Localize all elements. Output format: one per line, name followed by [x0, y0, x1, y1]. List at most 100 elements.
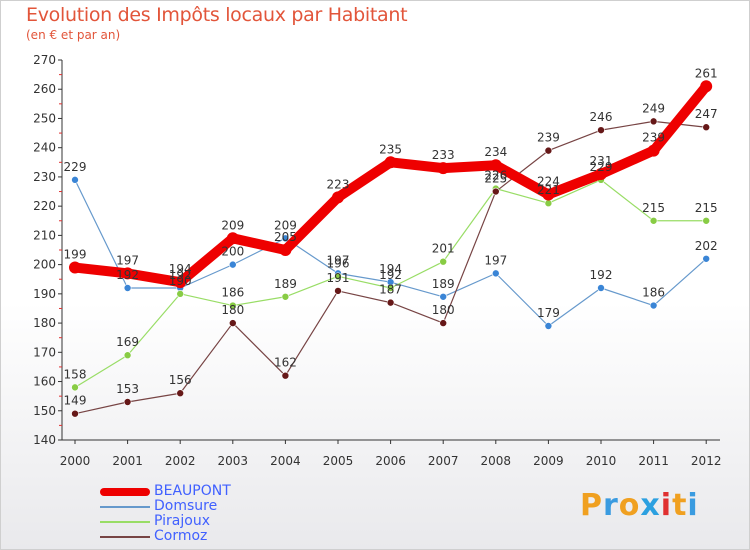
data-label: 202 [695, 239, 718, 253]
data-point [281, 292, 290, 301]
data-label: 247 [695, 107, 718, 121]
data-label: 205 [274, 230, 297, 244]
data-point [386, 298, 395, 307]
y-tick-label: 220 [33, 199, 56, 213]
y-tick-label: 150 [33, 404, 56, 418]
data-point [121, 267, 134, 280]
legend-label: BEAUPONT [154, 483, 231, 499]
data-label: 194 [169, 262, 192, 276]
data-label: 197 [327, 253, 350, 267]
logo-letter: i [687, 488, 699, 523]
data-point [649, 301, 658, 310]
data-point [71, 383, 79, 392]
data-label: 186 [221, 286, 244, 300]
data-label: 169 [116, 335, 139, 349]
data-point [700, 80, 713, 93]
x-tick-label: 2005 [323, 454, 354, 468]
data-label: 156 [169, 373, 192, 387]
data-point [702, 123, 711, 132]
data-point [649, 117, 658, 126]
data-label: 223 [327, 177, 350, 191]
data-point [649, 216, 658, 225]
data-point [176, 290, 184, 298]
legend-swatch-beaupont [100, 488, 150, 496]
y-tick-label: 250 [33, 111, 56, 125]
x-tick-label: 2000 [60, 454, 91, 468]
proxiti-logo: Proxiti [580, 488, 699, 523]
data-label: 224 [537, 174, 560, 188]
data-point [123, 398, 132, 406]
data-label: 158 [64, 367, 87, 381]
data-point [702, 254, 711, 263]
chart-title: Evolution des Impôts locaux par Habitant [26, 4, 408, 26]
data-label: 239 [537, 131, 560, 145]
x-tick-label: 2003 [218, 454, 249, 468]
data-point [384, 156, 397, 169]
data-point [544, 146, 553, 155]
data-label: 186 [642, 286, 665, 300]
data-label: 196 [327, 256, 350, 270]
data-point [71, 176, 79, 184]
y-tick-label: 230 [33, 170, 56, 184]
data-label: 189 [432, 277, 455, 291]
data-label: 225 [484, 172, 507, 186]
data-point [437, 162, 450, 175]
data-point [279, 244, 292, 256]
legend-swatch-pirajoux [100, 521, 150, 523]
data-label: 246 [590, 110, 613, 124]
y-tick-label: 240 [33, 141, 56, 155]
data-label: 192 [379, 268, 402, 282]
y-tick-label: 170 [33, 345, 56, 359]
y-tick-label: 190 [33, 287, 56, 301]
data-label: 231 [590, 154, 613, 168]
data-point [647, 144, 660, 157]
chart-subtitle: (en € et par an) [26, 28, 121, 42]
x-tick-label: 2009 [533, 454, 564, 468]
logo-letter: o [618, 488, 641, 523]
legend-label: Pirajoux [154, 513, 210, 529]
logo-letter: r [603, 488, 619, 523]
data-label: 239 [642, 131, 665, 145]
data-label: 199 [64, 248, 87, 262]
data-label: 149 [64, 394, 87, 408]
data-label: 162 [274, 356, 297, 370]
data-point [332, 191, 344, 204]
y-tick-label: 140 [33, 433, 56, 447]
data-label: 221 [537, 183, 560, 197]
x-tick-label: 2007 [428, 454, 459, 468]
data-label: 229 [590, 160, 613, 174]
data-label: 153 [116, 382, 139, 396]
data-point [174, 276, 187, 289]
data-label: 179 [537, 306, 560, 320]
logo-letter: t [672, 488, 688, 523]
data-point [544, 199, 553, 208]
data-label: 249 [642, 101, 665, 115]
line-chart: 140 150 160 170 180 190 200 210 220 230 240 250 260 2… [33, 53, 721, 468]
data-point [229, 260, 237, 269]
data-label: 200 [221, 245, 244, 259]
x-tick-label: 2011 [638, 454, 669, 468]
data-point [226, 232, 239, 245]
data-label: 234 [484, 145, 507, 159]
x-tick-label: 2001 [112, 454, 143, 468]
data-label: 229 [64, 160, 87, 174]
legend-swatch-cormoz [100, 536, 150, 538]
data-label: 215 [695, 201, 718, 215]
data-point [597, 284, 605, 292]
data-point [544, 322, 553, 330]
data-point [439, 292, 448, 301]
logo-letter: P [580, 488, 603, 523]
data-point [71, 409, 79, 418]
y-tick-label: 210 [33, 228, 56, 242]
data-point [439, 257, 448, 266]
data-label: 192 [590, 268, 613, 282]
data-point [542, 188, 555, 201]
data-label: 194 [379, 262, 402, 276]
data-point [123, 284, 132, 292]
y-tick-label: 200 [33, 258, 56, 272]
data-point [702, 216, 711, 225]
data-label: 197 [484, 253, 507, 267]
data-point [386, 284, 395, 292]
y-tick-label: 180 [33, 316, 56, 330]
legend-swatch-domsure [100, 506, 150, 508]
